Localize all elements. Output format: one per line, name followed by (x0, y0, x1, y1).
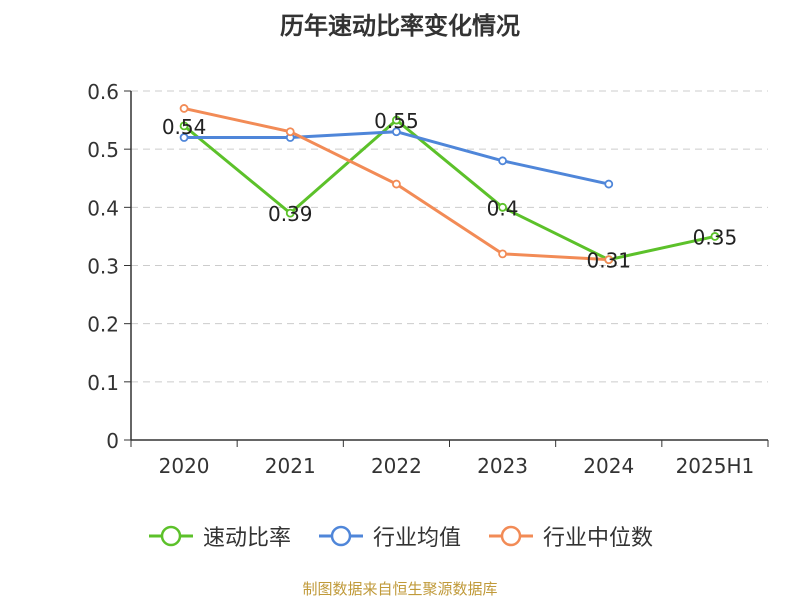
chart-title: 历年速动比率变化情况 (280, 12, 520, 40)
data-label: 0.54 (162, 115, 207, 139)
data-label: 0.4 (487, 196, 519, 220)
series-point-1 (179, 133, 189, 142)
legend-marker-industry-mean (318, 525, 363, 547)
x-tick-label: 2021 (265, 454, 316, 478)
data-label: 0.39 (268, 202, 313, 226)
series-point-0 (498, 202, 507, 212)
series-point-1 (498, 156, 507, 166)
series-point-2 (604, 255, 614, 265)
series-line-1 (184, 130, 610, 186)
series-point-2 (498, 249, 507, 259)
legend: 速动比率 行业均值 行业中位数 (0, 520, 800, 552)
data-label: 0.35 (693, 225, 738, 249)
series-point-0 (179, 121, 189, 131)
y-tick-label: 0.4 (87, 196, 119, 220)
y-tick-label: 0.6 (87, 80, 119, 104)
y-tick-label: 0.1 (87, 371, 119, 395)
legend-marker-quick-ratio (148, 525, 193, 547)
data-label: 0.55 (374, 109, 419, 133)
series-point-1 (604, 179, 614, 189)
legend-item-industry-median[interactable]: 行业中位数 (487, 520, 653, 552)
series-point-0 (285, 208, 295, 218)
series-point-0 (710, 232, 720, 241)
y-tick-label: 0.5 (87, 138, 119, 162)
x-tick-label: 2020 (159, 454, 210, 478)
x-tick-label: 2022 (371, 454, 422, 478)
series-point-2 (179, 104, 189, 113)
data-label: 0.31 (586, 249, 631, 273)
legend-label-quick-ratio: 速动比率 (202, 526, 291, 551)
x-tick-label: 2023 (477, 454, 528, 478)
series-point-2 (285, 127, 295, 137)
series-point-0 (392, 115, 401, 125)
x-tick-label: 2024 (583, 454, 634, 478)
legend-label-industry-median: 行业中位数 (543, 526, 654, 551)
y-tick-label: 0.2 (87, 313, 119, 337)
series-point-2 (392, 179, 401, 189)
source-note: 制图数据来自恒生聚源数据库 (302, 580, 498, 598)
y-tick-label: 0.3 (87, 255, 119, 279)
legend-marker-industry-median (489, 525, 533, 547)
legend-item-industry-mean[interactable]: 行业均值 (317, 520, 461, 552)
x-tick-label: 2025H1 (676, 454, 755, 478)
y-tick-label: 0 (106, 429, 119, 453)
legend-item-quick-ratio[interactable]: 速动比率 (147, 520, 291, 552)
legend-label-industry-mean: 行业均值 (372, 526, 461, 551)
series-point-1 (392, 127, 401, 137)
series-line-0 (183, 118, 716, 262)
